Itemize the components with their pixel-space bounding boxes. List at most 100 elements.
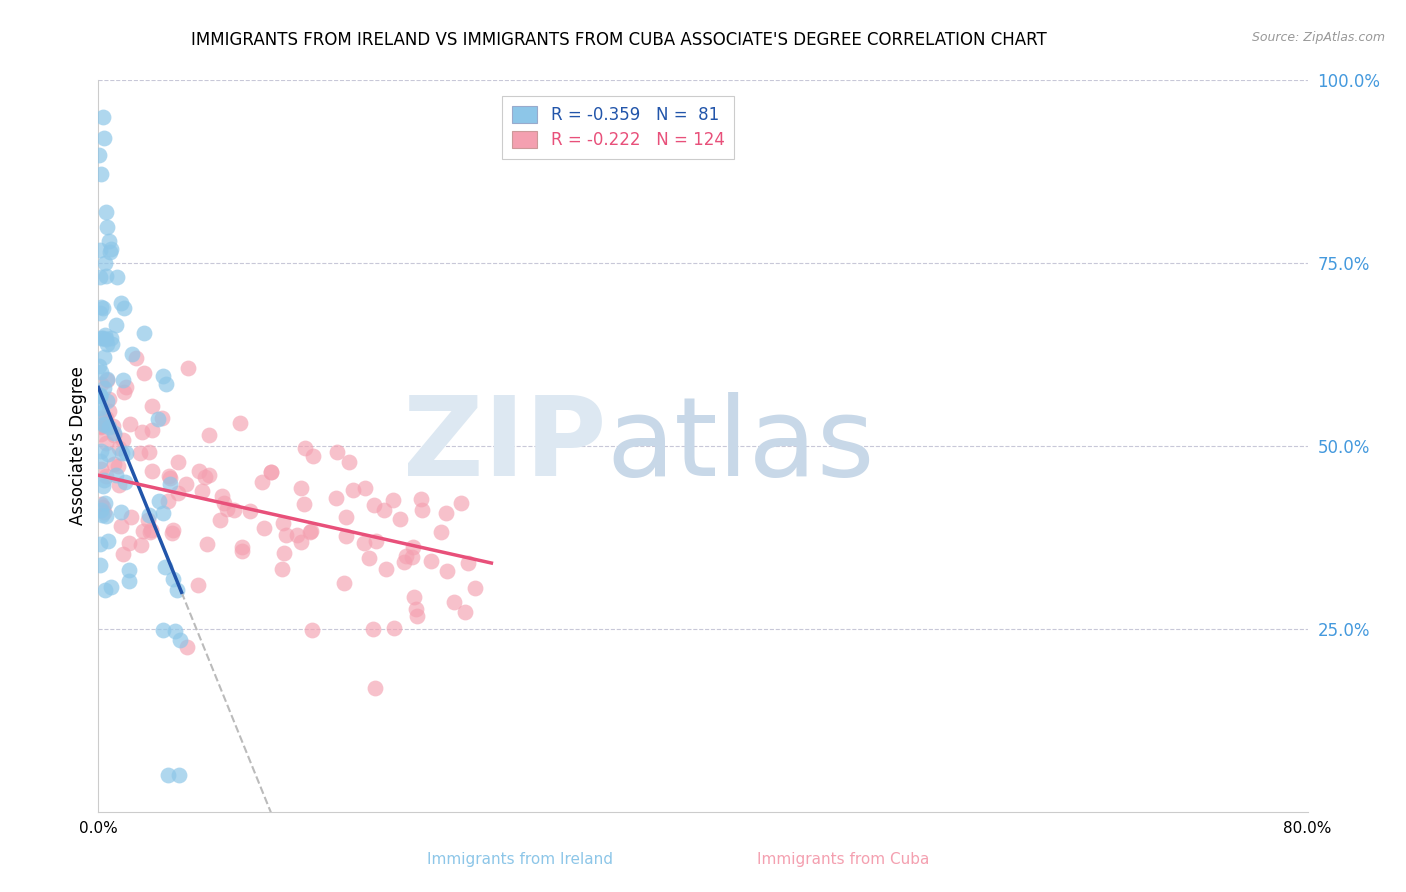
Point <box>162 572 184 586</box>
Point <box>93 350 115 364</box>
Point <box>90 410 112 425</box>
Point <box>406 609 429 624</box>
Text: Source: ZipAtlas.com: Source: ZipAtlas.com <box>1251 31 1385 45</box>
Point <box>231 544 253 558</box>
Point <box>108 442 131 456</box>
Point <box>156 768 179 782</box>
Point <box>89 454 111 468</box>
Point <box>120 509 142 524</box>
Point <box>228 416 250 430</box>
Point <box>402 590 425 604</box>
Point <box>325 491 347 506</box>
Point <box>104 467 127 482</box>
Point <box>96 394 118 409</box>
Point <box>443 594 465 608</box>
Point <box>187 578 209 592</box>
Point <box>110 504 132 518</box>
Point <box>118 535 141 549</box>
Point <box>93 473 115 487</box>
Point <box>114 380 136 394</box>
Point <box>395 549 418 563</box>
Point <box>94 328 117 343</box>
Point <box>287 528 309 542</box>
Point <box>94 256 117 270</box>
Point <box>90 508 112 522</box>
Point <box>89 388 111 402</box>
Point <box>103 425 125 440</box>
Point <box>112 385 135 400</box>
Point <box>159 476 181 491</box>
Point <box>292 497 315 511</box>
Point <box>89 270 111 285</box>
Point <box>111 548 134 562</box>
Point <box>108 477 131 491</box>
Y-axis label: Associate's Degree: Associate's Degree <box>69 367 87 525</box>
Point <box>375 562 398 576</box>
Point <box>359 551 381 566</box>
Point <box>94 495 117 509</box>
Point <box>271 516 294 531</box>
Point <box>91 110 114 124</box>
Point <box>271 562 294 576</box>
Point <box>419 554 441 568</box>
Point <box>294 441 316 455</box>
Point <box>198 428 221 442</box>
Point <box>100 580 122 594</box>
Point <box>96 373 118 387</box>
Point <box>97 404 120 418</box>
Point <box>89 558 111 573</box>
Point <box>110 296 132 310</box>
Point <box>105 270 128 285</box>
Point <box>222 503 245 517</box>
Point <box>136 513 159 527</box>
Point <box>231 540 253 554</box>
Point <box>90 426 112 441</box>
Text: IMMIGRANTS FROM IRELAND VS IMMIGRANTS FROM CUBA ASSOCIATE'S DEGREE CORRELATION C: IMMIGRANTS FROM IRELAND VS IMMIGRANTS FR… <box>191 31 1046 49</box>
Text: ZIP: ZIP <box>404 392 606 500</box>
Point <box>141 465 163 479</box>
Point <box>97 447 120 461</box>
Point <box>125 351 148 366</box>
Point <box>138 525 160 540</box>
Point <box>138 445 160 459</box>
Point <box>115 446 138 460</box>
Point <box>101 418 124 433</box>
Point <box>402 541 425 555</box>
Point <box>90 461 112 475</box>
Point <box>94 582 117 597</box>
Point <box>93 131 115 145</box>
Point <box>90 444 112 458</box>
Point <box>90 300 112 314</box>
Point <box>94 410 117 425</box>
Point <box>93 505 115 519</box>
Point <box>335 529 357 543</box>
Point <box>381 493 404 508</box>
Point <box>138 508 160 523</box>
Point <box>98 392 121 406</box>
Point <box>129 445 152 459</box>
Point <box>325 444 347 458</box>
Text: atlas: atlas <box>606 392 875 500</box>
Point <box>363 622 385 636</box>
Point <box>112 301 135 316</box>
Point <box>434 506 457 520</box>
Point <box>252 475 274 489</box>
Point <box>197 467 219 482</box>
Point <box>191 484 214 499</box>
Point <box>176 640 198 655</box>
Point <box>93 381 115 395</box>
Point <box>166 583 188 598</box>
Point <box>121 347 143 361</box>
Point <box>436 564 458 578</box>
Point <box>353 536 375 550</box>
Point <box>239 504 262 518</box>
Point <box>110 519 132 533</box>
Point <box>405 601 427 615</box>
Point <box>111 445 134 459</box>
Point <box>90 377 112 392</box>
Point <box>132 524 155 538</box>
Point <box>89 148 111 162</box>
Point <box>139 523 162 537</box>
Point <box>131 538 153 552</box>
Point <box>152 368 174 383</box>
